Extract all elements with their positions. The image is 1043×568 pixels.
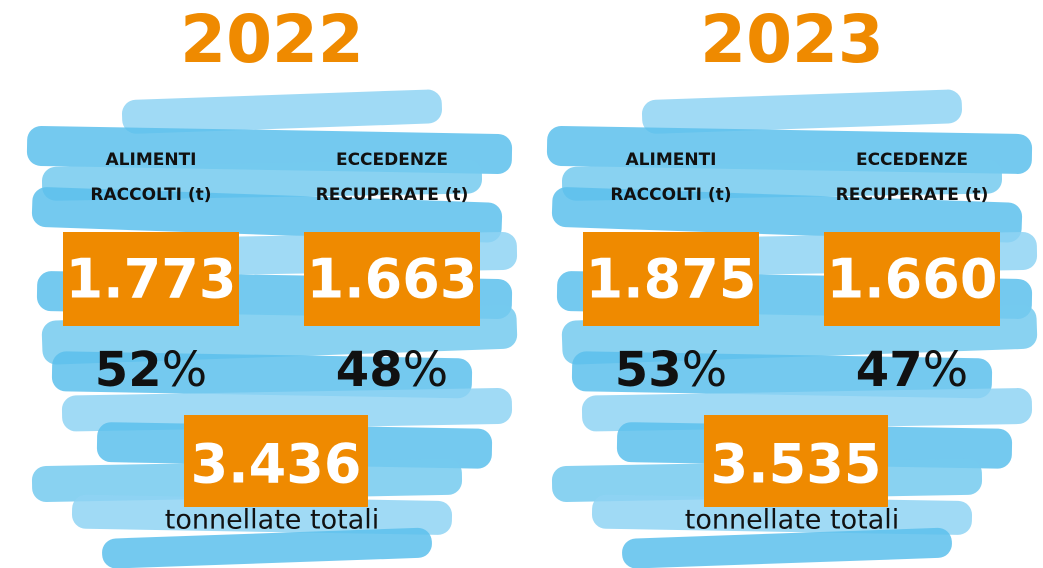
share-unit: % — [923, 342, 969, 398]
brush-stroke — [121, 89, 443, 134]
brush-stroke — [581, 388, 1033, 432]
brush-stroke — [31, 187, 503, 243]
share-unit: % — [403, 342, 449, 398]
year: 2023 — [700, 1, 884, 78]
share-number: 47 — [856, 342, 923, 398]
panel: 2022 ALIMENTI RACCOLTI (t) 1.773 52% ECCEDENZ… — [26, 1, 518, 568]
brush-stroke — [622, 527, 952, 568]
brush-stroke — [551, 187, 1023, 243]
total-value: 3.535 — [711, 433, 882, 496]
value-box — [583, 232, 759, 326]
item-label: RECUPERATE (t) — [316, 185, 469, 205]
brush-stroke — [571, 351, 993, 399]
item-value: 1.660 — [827, 248, 998, 311]
item-label: RACCOLTI (t) — [90, 185, 211, 205]
total-box — [184, 415, 368, 507]
item-label: RECUPERATE (t) — [836, 185, 989, 205]
value-box — [304, 232, 480, 326]
value-box — [824, 232, 1000, 326]
brush-stroke — [61, 388, 513, 432]
total-label: tonnellate totali — [165, 505, 380, 536]
item-value: 1.773 — [66, 248, 237, 311]
brush-stroke — [102, 527, 432, 568]
item-label: ECCEDENZE — [336, 150, 448, 170]
item-label: ECCEDENZE — [856, 150, 968, 170]
panel: 2023 ALIMENTI RACCOLTI (t) 1.875 53% ECCEDENZ… — [546, 1, 1038, 568]
brush-stroke — [641, 89, 963, 134]
item-label: ALIMENTI — [106, 150, 197, 170]
total-label: tonnellate totali — [685, 505, 900, 536]
brush-stroke — [51, 351, 473, 399]
total-box — [704, 415, 888, 507]
share-unit: % — [682, 342, 728, 398]
item-label: RACCOLTI (t) — [610, 185, 731, 205]
item-value: 1.875 — [586, 248, 757, 311]
year: 2022 — [180, 1, 364, 78]
share-number: 52 — [95, 342, 162, 398]
share-unit: % — [162, 342, 208, 398]
item-label: ALIMENTI — [626, 150, 717, 170]
item-share: 47% — [856, 342, 968, 398]
brush-stroke — [41, 159, 483, 201]
share-number: 48 — [336, 342, 403, 398]
item-value: 1.663 — [307, 248, 478, 311]
total-value: 3.436 — [191, 433, 362, 496]
item-share: 53% — [615, 342, 727, 398]
item-share: 48% — [336, 342, 448, 398]
item-share: 52% — [95, 342, 207, 398]
value-box — [63, 232, 239, 326]
share-number: 53 — [615, 342, 682, 398]
brush-stroke — [561, 159, 1003, 201]
